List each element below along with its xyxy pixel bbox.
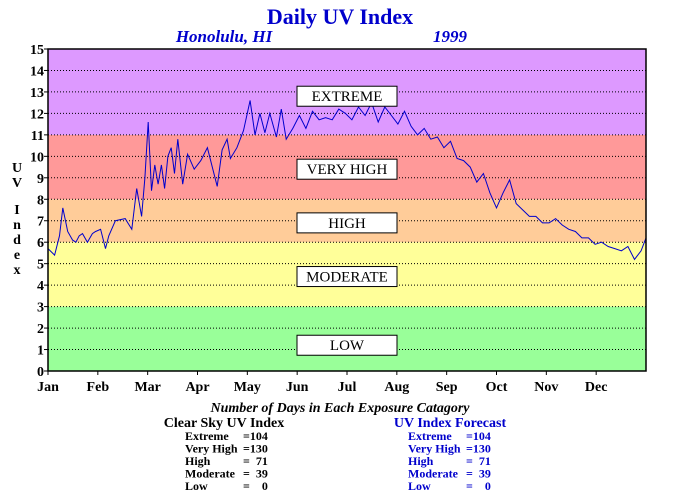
x-tick-label-mar: Mar: [134, 380, 160, 395]
chart-year: 1999: [433, 27, 468, 46]
y-axis-label-char: U: [12, 161, 22, 176]
y-tick-label: 0: [37, 365, 44, 380]
table-row-label-moderate: Moderate: [185, 467, 236, 481]
chart-location: Honolulu, HI: [175, 27, 274, 46]
x-tick-label-jan: Jan: [37, 380, 59, 395]
table-row-value-moderate: = 39: [466, 467, 491, 481]
y-axis-label-char: n: [13, 218, 21, 233]
table-row-value-extreme: =104: [243, 429, 268, 443]
x-tick-label-dec: Dec: [585, 380, 608, 395]
table-row-label-moderate: Moderate: [408, 467, 459, 481]
x-tick-label-feb: Feb: [87, 380, 110, 395]
table-row-label-low: Low: [185, 479, 208, 493]
y-tick-label: 10: [30, 150, 44, 165]
band-label-box-very-high: [296, 158, 398, 180]
y-tick-label: 5: [37, 258, 44, 273]
band-label-moderate: MODERATE: [306, 270, 388, 286]
y-axis-label-char: d: [13, 233, 21, 248]
x-tick-label-sep: Sep: [436, 380, 458, 395]
table-row-label-high: High: [185, 454, 211, 468]
x-tick-label-may: May: [234, 380, 261, 395]
y-axis-label-char: x: [14, 263, 21, 278]
counts-title: Number of Days in Each Exposure Catagory: [209, 401, 470, 416]
y-axis-label-char: V: [12, 176, 22, 191]
y-tick-label: 6: [37, 236, 44, 251]
table-row-value-high: = 71: [466, 454, 491, 468]
table-row-label-high: High: [408, 454, 434, 468]
x-tick-label-apr: Apr: [185, 380, 209, 395]
table-row-value-very-high: =130: [243, 442, 268, 456]
y-tick-label: 9: [37, 172, 44, 187]
y-tick-label: 4: [37, 279, 44, 294]
y-tick-label: 14: [30, 64, 44, 79]
y-tick-label: 3: [37, 301, 44, 316]
table-row-value-moderate: = 39: [243, 467, 268, 481]
x-tick-label-oct: Oct: [486, 380, 508, 395]
chart-title: Daily UV Index: [267, 4, 413, 29]
table-row-value-extreme: =104: [466, 429, 491, 443]
band-label-low: LOW: [330, 338, 365, 354]
x-tick-label-aug: Aug: [384, 380, 409, 395]
band-label-very-high: VERY HIGH: [307, 162, 388, 178]
x-tick-label-nov: Nov: [534, 380, 558, 395]
y-tick-label: 15: [30, 43, 44, 58]
band-label-box-extreme: [296, 85, 398, 107]
y-tick-label: 12: [30, 107, 44, 122]
table-row-value-high: = 71: [243, 454, 268, 468]
series-layer: [47, 100, 647, 261]
table-title-uv-index-forecast: UV Index Forecast: [394, 416, 507, 431]
y-tick-label: 8: [37, 193, 44, 208]
band-label-box-high: [296, 212, 398, 234]
table-row-label-extreme: Extreme: [185, 429, 229, 443]
y-tick-label: 2: [37, 322, 44, 337]
y-tick-label: 13: [30, 86, 44, 101]
y-axis-label-char: e: [14, 248, 20, 263]
band-label-extreme: EXTREME: [312, 89, 383, 105]
table-row-label-very-high: Very High: [185, 442, 238, 456]
y-tick-label: 7: [37, 215, 44, 230]
table-row-value-low: = 0: [243, 479, 268, 493]
x-axis-ticks: Jan Feb Mar Apr May Jun Jul Aug Sep Oct Nov Dec: [37, 371, 607, 395]
y-tick-label: 1: [37, 344, 44, 359]
table-row-value-very-high: =130: [466, 442, 491, 456]
table-title-clear-sky-uv-index: Clear Sky UV Index: [164, 416, 284, 431]
table-row-label-very-high: Very High: [408, 442, 461, 456]
table-row-label-extreme: Extreme: [408, 429, 452, 443]
y-tick-label: 11: [31, 129, 44, 144]
band-label-box-moderate: [296, 266, 398, 288]
band-label-high: HIGH: [328, 216, 366, 232]
x-tick-label-jul: Jul: [338, 380, 357, 395]
band-labels: LOW MODERATE HIGH VERY HIGH EXTREME: [296, 85, 398, 356]
y-axis-label-char: I: [14, 203, 19, 218]
table-row-label-low: Low: [408, 479, 431, 493]
band-label-box-low: [296, 334, 398, 356]
uv-series-line-0: [47, 100, 647, 261]
x-tick-label-jun: Jun: [286, 380, 309, 395]
table-row-value-low: = 0: [466, 479, 491, 493]
